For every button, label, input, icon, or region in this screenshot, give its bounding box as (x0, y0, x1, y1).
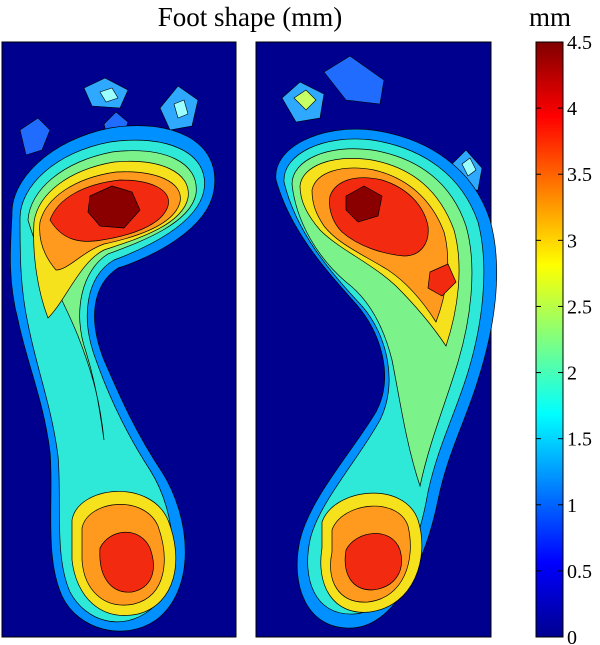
colorbar-tick-label: 3.5 (567, 164, 592, 186)
colorbar-gradient (535, 41, 564, 638)
left-foot-panel (1, 41, 237, 638)
colorbar-label: mm (528, 2, 571, 32)
right-toe-2 (323, 55, 385, 105)
colorbar-tick-label: 4 (567, 98, 577, 120)
right-level-7 (345, 185, 383, 223)
colorbar-tick-label: 1 (567, 495, 577, 517)
left-heel-level-3 (99, 532, 154, 593)
left-foot-contours (10, 77, 216, 632)
colorbar-ticks: 0 0.5 1 1.5 2 2.5 3 3.5 4 4.5 (536, 32, 592, 645)
colorbar-tick-label: 0.5 (567, 561, 592, 583)
right-level-6b (427, 263, 457, 297)
colorbar-tick-label: 0 (567, 627, 577, 645)
right-foot-panel (255, 41, 497, 638)
colorbar-tick-label: 2 (567, 363, 577, 385)
right-foot-contours (275, 55, 497, 629)
colorbar-tick-label: 3 (567, 230, 577, 252)
colorbar: 0 0.5 1 1.5 2 2.5 3 3.5 4 4.5 (535, 32, 592, 645)
right-toe-1-core (293, 89, 317, 111)
left-level-7 (87, 185, 141, 229)
right-heel-level-3 (344, 533, 402, 591)
colorbar-tick-label: 1.5 (567, 429, 592, 451)
left-toe-1 (19, 117, 51, 156)
right-toe-3-core (461, 157, 477, 177)
left-toe-3-core (173, 99, 189, 119)
colorbar-tick-label: 4.5 (567, 32, 592, 54)
colorbar-tick-label: 2.5 (567, 296, 592, 318)
left-toe-2-core (99, 87, 119, 103)
chart-title: Foot shape (mm) (157, 2, 343, 32)
